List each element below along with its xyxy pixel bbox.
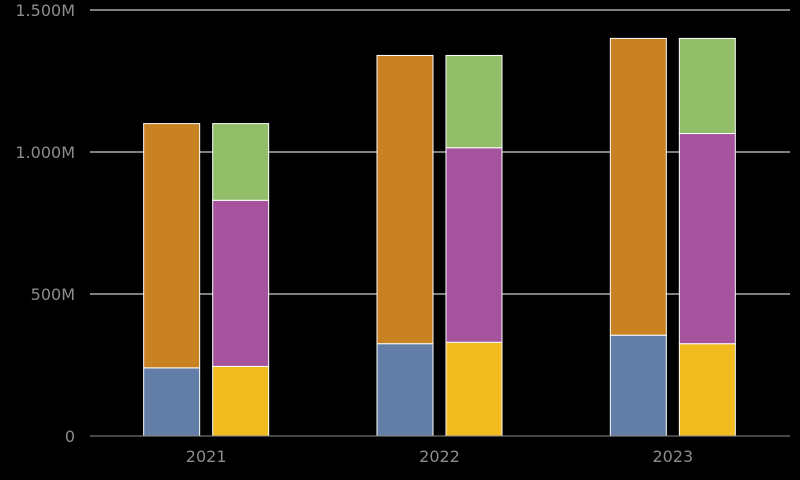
bar-2023-stack-1-segment-2	[609, 37, 667, 336]
bar-2021-stack-2-segment-2	[212, 199, 270, 367]
y-tick-label: 1.000M	[15, 143, 75, 162]
bar-2021-stack-1-segment-1	[143, 367, 201, 437]
y-axis-tick-labels: 0 500M 1.000M 1.500M	[15, 1, 75, 446]
bar-2022-stack-2-segment-3	[445, 54, 503, 149]
gridlines	[90, 9, 790, 295]
bars	[143, 37, 736, 437]
bar-2021-stack-2-segment-3	[212, 123, 270, 201]
x-tick-label: 2023	[652, 447, 693, 466]
x-axis-tick-labels: 2021 2022 2023	[186, 447, 693, 466]
bar-2023-stack-2-segment-3	[678, 37, 736, 135]
bar-2023-stack-2-segment-2	[678, 133, 736, 345]
y-tick-label: 0	[65, 427, 75, 446]
y-tick-label: 500M	[31, 285, 75, 304]
bar-2022-stack-1-segment-1	[376, 343, 434, 437]
bar-2023-stack-2-segment-1	[678, 343, 736, 437]
y-tick-label: 1.500M	[15, 1, 75, 20]
bar-2022-stack-1-segment-2	[376, 54, 434, 345]
bar-2022-stack-2-segment-2	[445, 147, 503, 343]
x-tick-label: 2021	[186, 447, 227, 466]
x-tick-label: 2022	[419, 447, 460, 466]
bar-2021-stack-1-segment-2	[143, 123, 201, 369]
bar-2022-stack-2-segment-1	[445, 341, 503, 437]
bar-2023-stack-1-segment-1	[609, 334, 667, 437]
bar-2021-stack-2-segment-1	[212, 365, 270, 437]
